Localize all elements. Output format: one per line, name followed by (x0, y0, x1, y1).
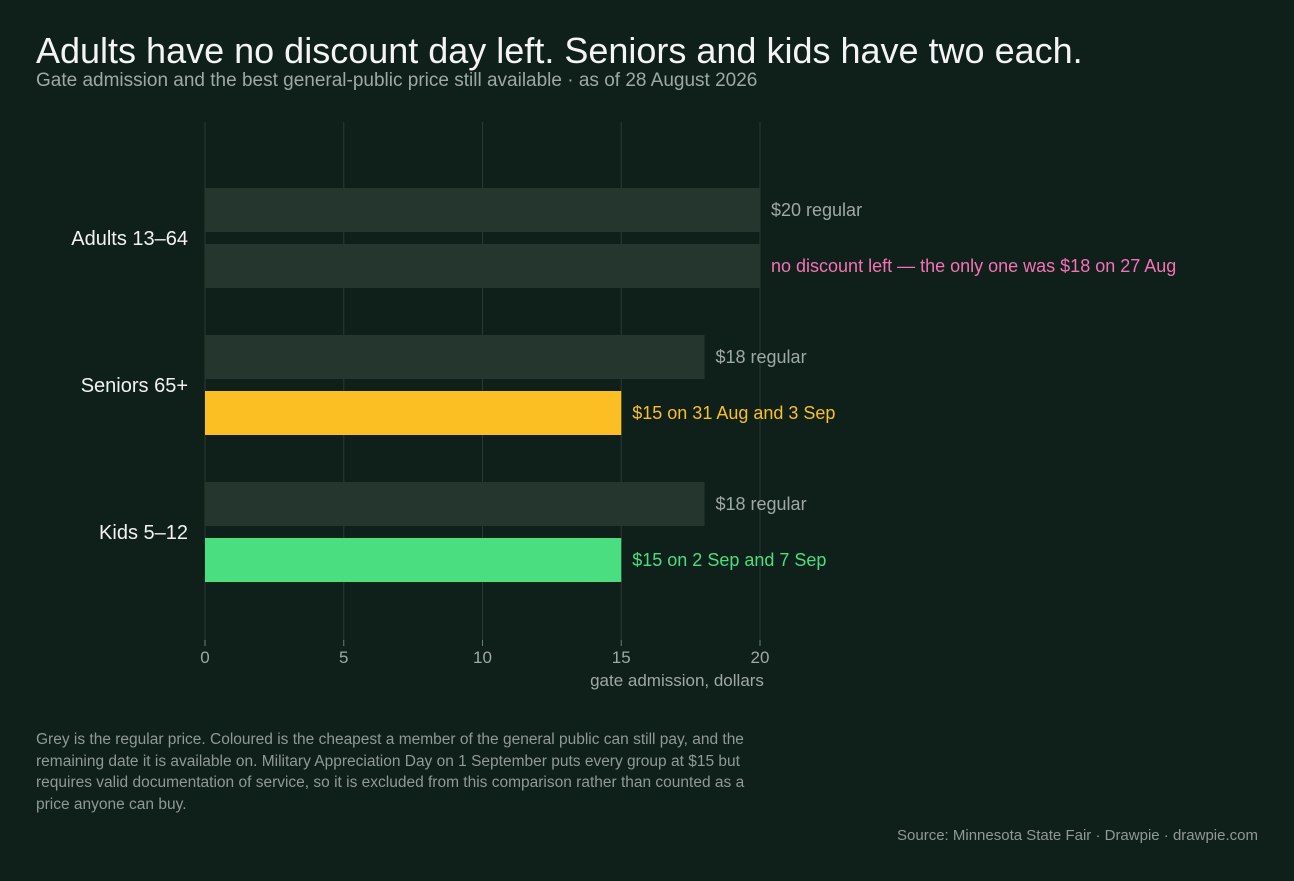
bar-value-label: no discount left — the only one was $18 … (771, 256, 1176, 276)
chart-subtitle: Gate admission and the best general-publ… (36, 70, 758, 91)
category-label: Kids 5–12 (99, 522, 188, 544)
best-price-bar (205, 244, 760, 288)
footnote: Grey is the regular price. Coloured is t… (36, 731, 745, 813)
category-label: Adults 13–64 (71, 228, 188, 250)
bar-value-label: $15 on 2 Sep and 7 Sep (632, 550, 826, 570)
regular-price-bar (205, 335, 705, 379)
category-labels: Adults 13–64 Seniors 65+ Kids 5–12 (71, 228, 188, 544)
x-tick-label: 15 (612, 648, 631, 667)
regular-price-bar (205, 188, 760, 232)
bar-value-label: $15 on 31 Aug and 3 Sep (632, 403, 835, 423)
x-tick-label: 20 (751, 648, 770, 667)
best-price-bar (205, 538, 622, 582)
x-tick-label: 10 (473, 648, 492, 667)
bar-value-label: $18 regular (716, 494, 807, 514)
bar-labels: $20 regular no discount left — the only o… (632, 200, 1176, 570)
bars (205, 188, 760, 582)
x-tick-label: 0 (200, 648, 209, 667)
x-axis-label: gate admission, dollars (590, 671, 764, 690)
category-label: Seniors 65+ (81, 375, 188, 397)
chart-title: Adults have no discount day left. Senior… (36, 30, 1083, 71)
bar-value-label: $20 regular (771, 200, 862, 220)
best-price-bar (205, 391, 622, 435)
bar-value-label: $18 regular (716, 347, 807, 367)
regular-price-bar (205, 482, 705, 526)
x-tick-label: 5 (339, 648, 348, 667)
source-credit: Source: Minnesota State Fair · Drawpie ·… (897, 827, 1258, 844)
x-axis-ticks: 0 5 10 15 20 (200, 640, 769, 667)
